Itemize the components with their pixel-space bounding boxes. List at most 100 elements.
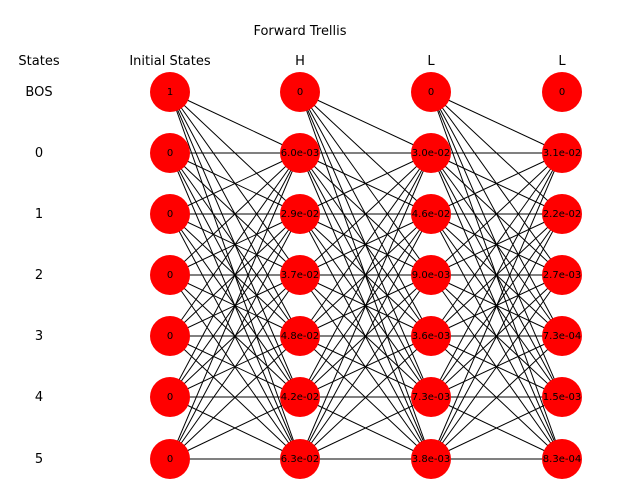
transition-edge xyxy=(299,152,432,460)
state-node xyxy=(411,72,451,112)
transition-edge xyxy=(169,91,301,154)
transition-edge xyxy=(169,213,301,460)
transition-edge xyxy=(299,152,432,215)
transition-edge xyxy=(430,152,563,337)
column-header: L xyxy=(427,54,435,69)
state-node xyxy=(542,377,582,417)
transition-edge xyxy=(299,213,432,460)
node-value-label: 0 xyxy=(167,392,173,403)
row-label: 1 xyxy=(35,207,43,222)
state-node xyxy=(411,377,451,417)
row-label: 3 xyxy=(35,329,43,344)
row-label: 5 xyxy=(35,452,43,467)
node-value-label: 4.6e-02 xyxy=(412,209,450,220)
state-node xyxy=(150,255,190,295)
state-node xyxy=(280,194,320,234)
node-value-label: 9.0e-03 xyxy=(412,270,450,281)
node-value-label: 3.1e-02 xyxy=(543,148,581,159)
row-label: 2 xyxy=(35,268,43,283)
node-value-label: 0 xyxy=(167,331,173,342)
state-node xyxy=(280,439,320,479)
transition-edge xyxy=(430,152,563,215)
transition-edge xyxy=(430,152,563,460)
transition-edge xyxy=(299,152,432,337)
transition-edge xyxy=(169,274,301,460)
node-value-label: 3.7e-02 xyxy=(281,270,319,281)
row-label: 0 xyxy=(35,146,43,161)
edge-layer xyxy=(169,91,563,460)
transition-edge xyxy=(169,335,301,460)
node-value-label: 2.2e-02 xyxy=(543,209,581,220)
state-node xyxy=(542,133,582,173)
state-node xyxy=(542,255,582,295)
state-node xyxy=(280,133,320,173)
transition-edge xyxy=(169,152,301,215)
node-value-label: 6.0e-03 xyxy=(281,148,319,159)
node-value-label: 0 xyxy=(297,87,303,98)
state-node xyxy=(150,72,190,112)
transition-edge xyxy=(169,152,301,276)
node-value-label: 1.5e-03 xyxy=(543,392,581,403)
state-node xyxy=(280,255,320,295)
node-value-label: 4.8e-02 xyxy=(281,331,319,342)
transition-edge xyxy=(430,213,563,460)
state-node xyxy=(150,133,190,173)
node-value-label: 8.3e-04 xyxy=(543,454,581,465)
state-node xyxy=(280,316,320,356)
node-value-label: 3.6e-03 xyxy=(412,331,450,342)
transition-edge xyxy=(430,91,563,154)
node-value-label: 6.3e-02 xyxy=(281,454,319,465)
transition-edge xyxy=(299,335,432,460)
transition-edge xyxy=(299,152,432,398)
node-value-label: 7.3e-04 xyxy=(543,331,581,342)
column-header: L xyxy=(558,54,566,69)
transition-edge xyxy=(169,396,301,460)
transition-edge xyxy=(299,152,432,276)
state-node xyxy=(542,72,582,112)
row-labels: BOS 0 1 2 3 4 5 xyxy=(25,85,52,467)
transition-edge xyxy=(169,152,301,398)
node-value-label: 0 xyxy=(167,209,173,220)
node-value-label: 0 xyxy=(167,454,173,465)
node-value-label: 7.3e-03 xyxy=(412,392,450,403)
state-node xyxy=(411,194,451,234)
node-value-label: 3.8e-03 xyxy=(412,454,450,465)
node-value-label: 2.7e-03 xyxy=(543,270,581,281)
state-node xyxy=(280,72,320,112)
state-node xyxy=(542,194,582,234)
state-node xyxy=(411,316,451,356)
transition-edge xyxy=(430,335,563,460)
figure-title: Forward Trellis xyxy=(253,24,346,39)
column-header: H xyxy=(295,54,305,69)
state-node xyxy=(150,316,190,356)
state-node xyxy=(280,377,320,417)
transition-edge xyxy=(299,396,432,460)
node-value-label: 2.9e-02 xyxy=(281,209,319,220)
transition-edge xyxy=(430,396,563,460)
state-node xyxy=(411,439,451,479)
transition-edge xyxy=(169,152,301,337)
transition-edge xyxy=(299,274,432,460)
node-value-label: 3.0e-02 xyxy=(412,148,450,159)
node-value-label: 0 xyxy=(167,270,173,281)
column-header: Initial States xyxy=(129,54,211,69)
node-value-label: 4.2e-02 xyxy=(281,392,319,403)
state-node xyxy=(150,439,190,479)
node-value-label: 0 xyxy=(428,87,434,98)
state-node xyxy=(542,439,582,479)
state-node xyxy=(542,316,582,356)
transition-edge xyxy=(299,91,432,154)
state-node xyxy=(150,194,190,234)
transition-edge xyxy=(430,274,563,460)
state-node xyxy=(411,255,451,295)
node-value-label: 1 xyxy=(167,87,173,98)
row-label: 4 xyxy=(35,390,43,405)
states-header: States xyxy=(18,54,59,69)
state-node xyxy=(150,377,190,417)
transition-edge xyxy=(430,152,563,276)
row-label: BOS xyxy=(25,85,52,100)
node-value-label: 0 xyxy=(559,87,565,98)
column-headers: Initial States H L L xyxy=(129,54,566,69)
